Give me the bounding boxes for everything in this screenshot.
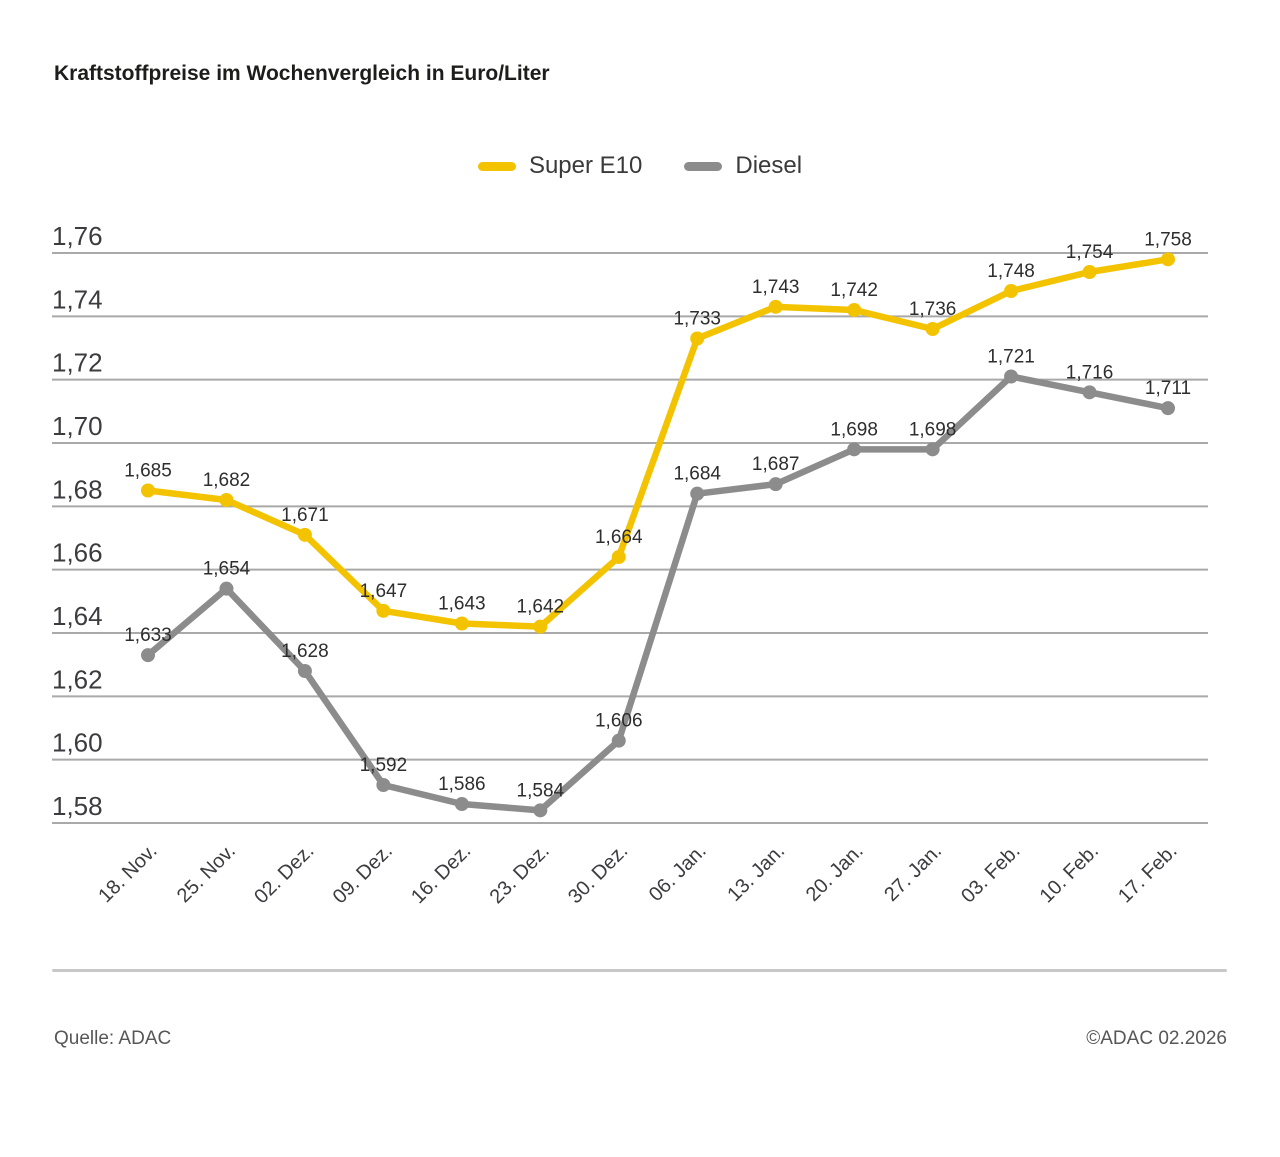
- data-point-super-e10: [454, 616, 469, 631]
- y-tick-label: 1,76: [52, 221, 103, 251]
- data-point-label-diesel: 1,721: [987, 347, 1035, 368]
- data-point-super-e10: [141, 483, 155, 498]
- footer-divider: [52, 969, 1227, 972]
- data-point-label-super-e10: 1,748: [987, 261, 1035, 282]
- y-tick-label: 1,62: [52, 664, 103, 694]
- data-point-diesel: [611, 733, 626, 748]
- x-tick-label: 17. Feb.: [1114, 840, 1181, 907]
- y-tick-label: 1,60: [52, 728, 103, 758]
- x-tick-label: 03. Feb.: [957, 840, 1024, 907]
- y-tick-label: 1,70: [52, 411, 103, 441]
- x-tick-label: 13. Jan.: [723, 840, 789, 906]
- y-tick-label: 1,74: [52, 284, 103, 314]
- data-point-label-diesel: 1,628: [281, 641, 329, 662]
- data-point-label-diesel: 1,586: [438, 774, 486, 795]
- data-point-super-e10: [1161, 252, 1175, 267]
- x-tick-label: 27. Jan.: [880, 840, 946, 906]
- data-point-label-diesel: 1,698: [909, 419, 957, 440]
- data-point-label-diesel: 1,654: [203, 559, 251, 580]
- legend-swatch-super-e10: [477, 161, 516, 171]
- data-point-label-super-e10: 1,643: [438, 594, 486, 615]
- legend: Super E10 Diesel: [0, 152, 1280, 180]
- y-tick-label: 1,72: [52, 348, 103, 378]
- y-tick-label: 1,64: [52, 601, 103, 631]
- y-tick-label: 1,66: [52, 538, 103, 568]
- x-tick-label: 16. Dez.: [407, 840, 475, 908]
- x-tick-label: 10. Feb.: [1036, 840, 1103, 907]
- data-point-label-diesel: 1,592: [360, 755, 408, 776]
- legend-swatch-diesel: [684, 161, 723, 171]
- data-point-label-super-e10: 1,664: [595, 527, 643, 548]
- data-point-label-super-e10: 1,733: [673, 309, 721, 330]
- data-point-super-e10: [1004, 284, 1019, 298]
- data-point-diesel: [376, 778, 391, 792]
- data-point-label-super-e10: 1,743: [752, 277, 800, 298]
- data-point-label-super-e10: 1,642: [517, 597, 565, 618]
- data-point-label-diesel: 1,606: [595, 711, 643, 732]
- x-tick-label: 06. Jan.: [645, 840, 711, 906]
- data-point-super-e10: [690, 331, 705, 346]
- data-point-diesel: [1161, 401, 1175, 416]
- data-point-label-super-e10: 1,754: [1066, 242, 1114, 263]
- x-tick-label: 18. Nov.: [94, 840, 161, 907]
- copyright-text: ©ADAC 02.2026: [1086, 1028, 1227, 1049]
- data-point-label-diesel: 1,633: [124, 625, 172, 646]
- legend-item-diesel: Diesel: [684, 152, 802, 180]
- data-point-super-e10: [1082, 265, 1097, 279]
- series-line-diesel: [144, 373, 1172, 814]
- data-point-diesel: [1004, 369, 1019, 384]
- data-point-super-e10: [297, 527, 312, 542]
- data-point-label-diesel: 1,716: [1066, 362, 1114, 383]
- page-title: Kraftstoffpreise im Wochenvergleich in E…: [54, 62, 550, 85]
- data-point-label-super-e10: 1,736: [909, 299, 957, 320]
- data-point-label-super-e10: 1,647: [360, 581, 408, 602]
- y-tick-label: 1,68: [52, 474, 103, 504]
- data-point-label-diesel: 1,684: [673, 464, 721, 485]
- x-tick-label: 02. Dez.: [250, 840, 318, 908]
- y-tick-label: 1,58: [52, 791, 103, 821]
- data-point-super-e10: [925, 322, 940, 336]
- data-point-label-super-e10: 1,758: [1144, 229, 1192, 250]
- data-point-diesel: [219, 581, 234, 596]
- data-point-label-super-e10: 1,671: [281, 505, 329, 526]
- data-point-diesel: [690, 486, 705, 501]
- x-tick-label: 09. Dez.: [329, 840, 397, 908]
- data-point-super-e10: [611, 550, 626, 564]
- data-point-diesel: [768, 477, 783, 492]
- data-point-label-diesel: 1,698: [830, 419, 878, 440]
- data-point-label-super-e10: 1,682: [203, 470, 251, 491]
- series-line-super-e10: [144, 256, 1172, 630]
- data-point-diesel: [141, 648, 155, 663]
- data-point-label-diesel: 1,584: [517, 780, 565, 801]
- data-point-super-e10: [219, 493, 234, 507]
- x-tick-label: 25. Nov.: [173, 840, 240, 907]
- data-point-diesel: [454, 797, 469, 811]
- legend-item-super-e10: Super E10: [477, 152, 643, 180]
- data-point-super-e10: [376, 603, 391, 618]
- data-point-diesel: [533, 803, 548, 818]
- x-tick-label: 30. Dez.: [564, 840, 632, 908]
- data-point-label-super-e10: 1,742: [830, 280, 878, 301]
- data-point-label-diesel: 1,687: [752, 454, 800, 475]
- data-point-diesel: [1082, 385, 1097, 400]
- data-point-diesel: [297, 664, 312, 678]
- data-point-diesel: [847, 442, 862, 457]
- legend-label-super-e10: Super E10: [528, 152, 643, 179]
- data-point-label-super-e10: 1,685: [124, 461, 172, 482]
- legend-label-diesel: Diesel: [735, 152, 803, 179]
- x-tick-label: 23. Dez.: [486, 840, 554, 908]
- data-point-diesel: [925, 442, 940, 457]
- source-text: Quelle: ADAC: [54, 1028, 172, 1049]
- data-point-super-e10: [768, 299, 783, 314]
- data-point-label-diesel: 1,711: [1145, 378, 1191, 399]
- data-point-super-e10: [847, 303, 862, 317]
- x-tick-label: 20. Jan.: [802, 840, 868, 906]
- data-point-super-e10: [533, 619, 548, 634]
